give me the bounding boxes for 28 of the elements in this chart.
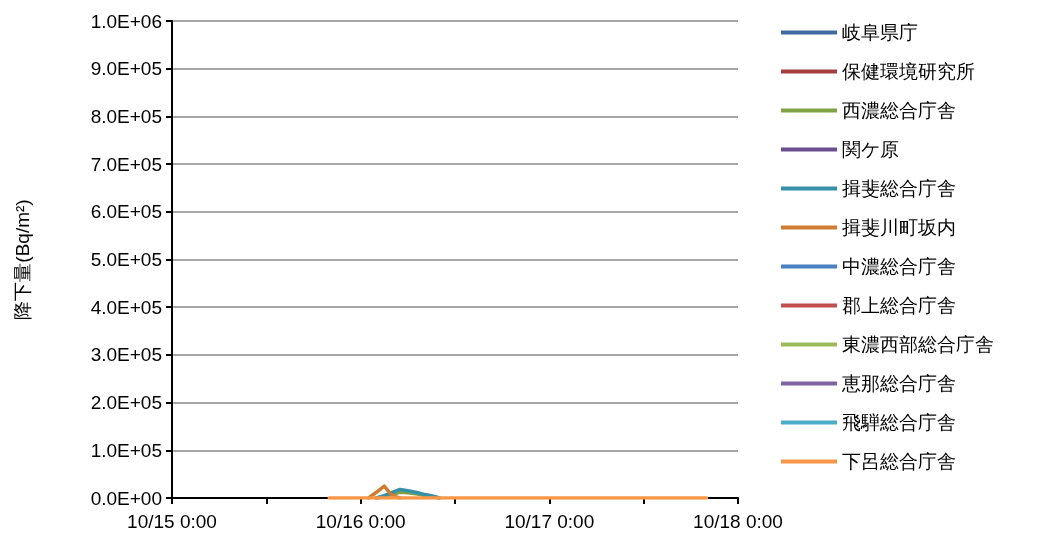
legend-label: 飛騨総合庁舎 — [842, 412, 956, 433]
y-tick-label: 4.0E+05 — [90, 296, 162, 318]
legend-label: 東濃西部総合庁舎 — [842, 334, 994, 355]
legend-label: 郡上総合庁舎 — [842, 295, 956, 316]
y-tick-label: 2.0E+05 — [90, 392, 162, 414]
legend-label: 保健環境研究所 — [842, 61, 975, 82]
x-tick-label: 10/15 0:00 — [127, 511, 217, 532]
y-axis-title: 降下量(Bq/m²) — [12, 199, 33, 320]
legend-label: 下呂総合庁舎 — [842, 451, 956, 472]
x-tick-label: 10/17 0:00 — [504, 511, 595, 532]
legend-label: 揖斐総合庁舎 — [842, 178, 956, 199]
x-tick-label: 10/16 0:00 — [315, 511, 406, 532]
y-tick-label: 5.0E+05 — [90, 249, 162, 270]
legend-label: 揖斐川町坂内 — [842, 217, 956, 238]
y-tick-label: 3.0E+05 — [90, 344, 162, 366]
y-tick-label: 7.0E+05 — [90, 153, 162, 175]
y-tick-label: 9.0E+05 — [90, 58, 162, 80]
legend-label: 恵那総合庁舎 — [841, 373, 956, 394]
x-tick-label: 10/18 0:00 — [693, 511, 783, 532]
legend-label: 中濃総合庁舎 — [842, 256, 956, 277]
legend-label: 西濃総合庁舎 — [842, 100, 956, 121]
legend-label: 関ケ原 — [842, 139, 899, 160]
y-tick-label: 8.0E+05 — [90, 105, 162, 127]
y-tick-label: 0.0E+00 — [90, 487, 162, 509]
y-tick-label: 1.0E+05 — [90, 439, 162, 461]
y-tick-label: 1.0E+06 — [90, 10, 162, 32]
y-tick-label: 6.0E+05 — [90, 201, 162, 223]
legend-label: 岐阜県庁 — [842, 22, 918, 43]
